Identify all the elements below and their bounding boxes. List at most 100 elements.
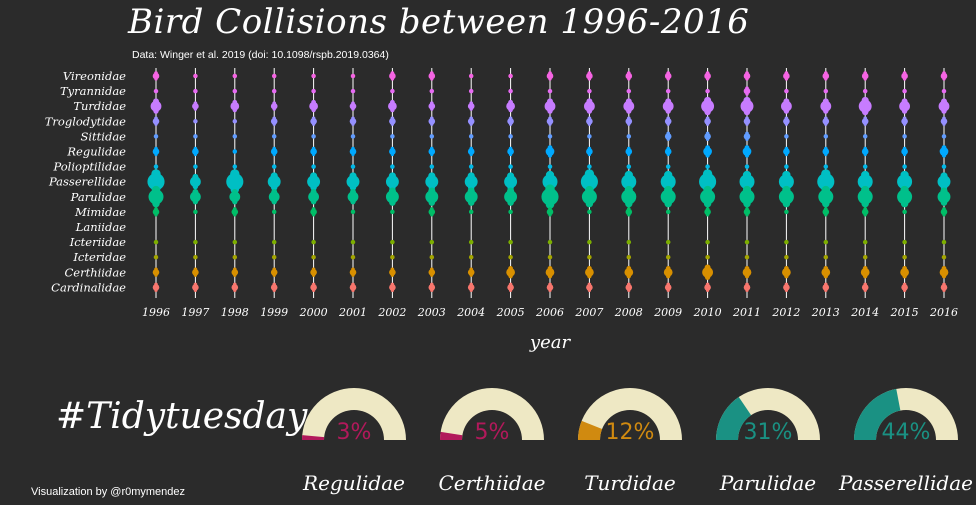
year-label-2013: 2013 (811, 306, 840, 319)
dot-passerellidae-1999 (267, 175, 281, 189)
collision-dots (147, 71, 951, 293)
dot-certhiidae-2013-a (823, 265, 829, 271)
dot-certhiidae-1996 (152, 269, 160, 276)
dot-certhiidae-2010-b (704, 274, 711, 280)
dot-regulidae-2015-b (902, 152, 907, 157)
dot-regulidae-1997-b (193, 152, 198, 157)
dot-certhiidae-2000-a (311, 267, 316, 272)
gauge-certhiidae: 5% Certhiidae (439, 388, 545, 495)
dot-turdidae-2004-b (469, 107, 473, 111)
dot-vireonidae-2003 (428, 72, 436, 80)
dot-passerellidae-2012 (778, 174, 794, 190)
dot-troglodytidae-2016-a (942, 116, 946, 121)
family-label-parulidae: Parulidae (70, 190, 127, 204)
dot-troglodytidae-2006-a (548, 116, 552, 121)
dot-turdidae-2003-a (429, 101, 434, 106)
dot-turdidae-2005-a (508, 99, 513, 105)
dot-vireonidae-2001 (350, 73, 356, 79)
year-label-2009: 2009 (653, 306, 682, 319)
dot-certhiidae-2012-a (784, 265, 789, 271)
dot-polioptilidae-2010 (705, 164, 710, 169)
dot-cardinalidae-2006-a (548, 282, 552, 287)
year-label-2007: 2007 (574, 306, 603, 319)
dot-vireonidae-2007-b (587, 77, 592, 81)
dot-cardinalidae-1998-a (232, 282, 237, 287)
dot-turdidae-2002 (388, 101, 397, 111)
dot-troglodytidae-2001 (349, 118, 357, 125)
dot-mimidae-2006 (546, 208, 554, 216)
dot-regulidae-1999-b (272, 152, 276, 157)
dot-mimidae-2015 (902, 209, 907, 215)
dot-icteridae-2015 (902, 254, 907, 260)
gauge-label-passerellidae: Passerellidae (838, 471, 973, 495)
dot-parulidae-2004 (464, 190, 478, 204)
gauge-percent-parulidae: 31% (744, 420, 793, 445)
credit-text: Visualization by @r0mymendez (31, 486, 186, 498)
dot-turdidae-2012-a (783, 98, 790, 105)
dot-parulidae-2004-b (467, 199, 475, 206)
dot-cardinalidae-2012-b (784, 288, 789, 293)
dot-tyrannidae-2007 (587, 88, 592, 94)
dot-icteriidae-2009 (665, 239, 671, 245)
dot-parulidae-2007-a (585, 185, 594, 195)
dot-troglodytidae-1996-b (154, 122, 158, 126)
dot-regulidae-2000-a (311, 146, 316, 151)
dot-troglodytidae-2005 (507, 118, 514, 125)
dot-icteridae-1999 (271, 254, 277, 260)
dot-regulidae-2000 (310, 148, 317, 155)
dot-tyrannidae-2013 (823, 88, 829, 94)
dot-parulidae-2013-b (822, 199, 830, 208)
collision-dot-chart: VireonidaeTyrannidaeTurdidaeTroglodytida… (45, 68, 958, 353)
year-label-2006: 2006 (535, 306, 564, 319)
dot-regulidae-2007 (586, 148, 593, 155)
dot-sittidae-1996 (153, 134, 159, 139)
dot-cardinalidae-2009-b (666, 288, 670, 293)
dot-regulidae-2008-b (627, 152, 631, 157)
dot-mimidae-2000-a (311, 207, 316, 211)
dot-icteriidae-2008 (626, 239, 632, 245)
dot-icteridae-2001 (350, 254, 356, 260)
dot-vireonidae-2013 (822, 72, 830, 80)
dot-vireonidae-2006-b (548, 77, 552, 81)
dot-vireonidae-2003-a (429, 71, 434, 75)
dot-turdidae-2007-b (586, 108, 593, 114)
dot-troglodytidae-2008-a (626, 116, 631, 121)
dot-parulidae-1996-a (151, 185, 161, 195)
dot-turdidae-2006 (544, 100, 556, 112)
dot-sittidae-2006 (547, 134, 553, 139)
dot-cardinalidae-2014-a (863, 282, 868, 287)
dot-troglodytidae-2001-b (351, 122, 355, 126)
dot-regulidae-1998 (232, 149, 238, 154)
dot-polioptilidae-2012 (784, 164, 789, 169)
dot-parulidae-2015-b (900, 199, 909, 208)
dot-cardinalidae-2001-b (351, 288, 355, 293)
dot-certhiidae-2012 (782, 267, 791, 277)
dot-mimidae-2013 (822, 208, 830, 216)
dot-polioptilidae-2001 (350, 164, 356, 169)
dot-mimidae-2014 (861, 208, 869, 216)
dot-passerellidae-2002 (385, 175, 399, 189)
dot-mimidae-1996-a (154, 207, 158, 211)
dot-certhiidae-2007-b (587, 274, 592, 279)
dot-passerellidae-2010 (699, 173, 717, 191)
dot-troglodytidae-2011-a (745, 116, 749, 121)
dot-polioptilidae-2002 (390, 164, 395, 169)
dot-icteridae-2013 (823, 254, 829, 260)
gauge-turdidae: 12% Turdidae (578, 388, 682, 495)
dot-sittidae-2011 (743, 133, 751, 140)
dot-parulidae-2010-a (703, 185, 712, 195)
dot-mimidae-2008-a (626, 207, 631, 211)
dot-turdidae-2000-a (311, 99, 316, 105)
dot-turdidae-2009-a (665, 98, 672, 105)
dot-regulidae-1999-a (272, 146, 277, 151)
dot-troglodytidae-1999-b (272, 122, 276, 126)
dot-turdidae-2009-b (665, 108, 671, 114)
dot-cardinalidae-2015-a (902, 282, 907, 287)
dot-passerellidae-2001-a (349, 172, 357, 180)
dot-certhiidae-1996-b (154, 273, 158, 277)
dot-turdidae-1996-a (153, 98, 159, 105)
dot-cardinalidae-2016-b (942, 288, 946, 293)
dot-icteridae-2008 (626, 254, 632, 260)
dot-turdidae-2002-b (390, 107, 395, 113)
dot-sittidae-2013 (823, 134, 829, 139)
